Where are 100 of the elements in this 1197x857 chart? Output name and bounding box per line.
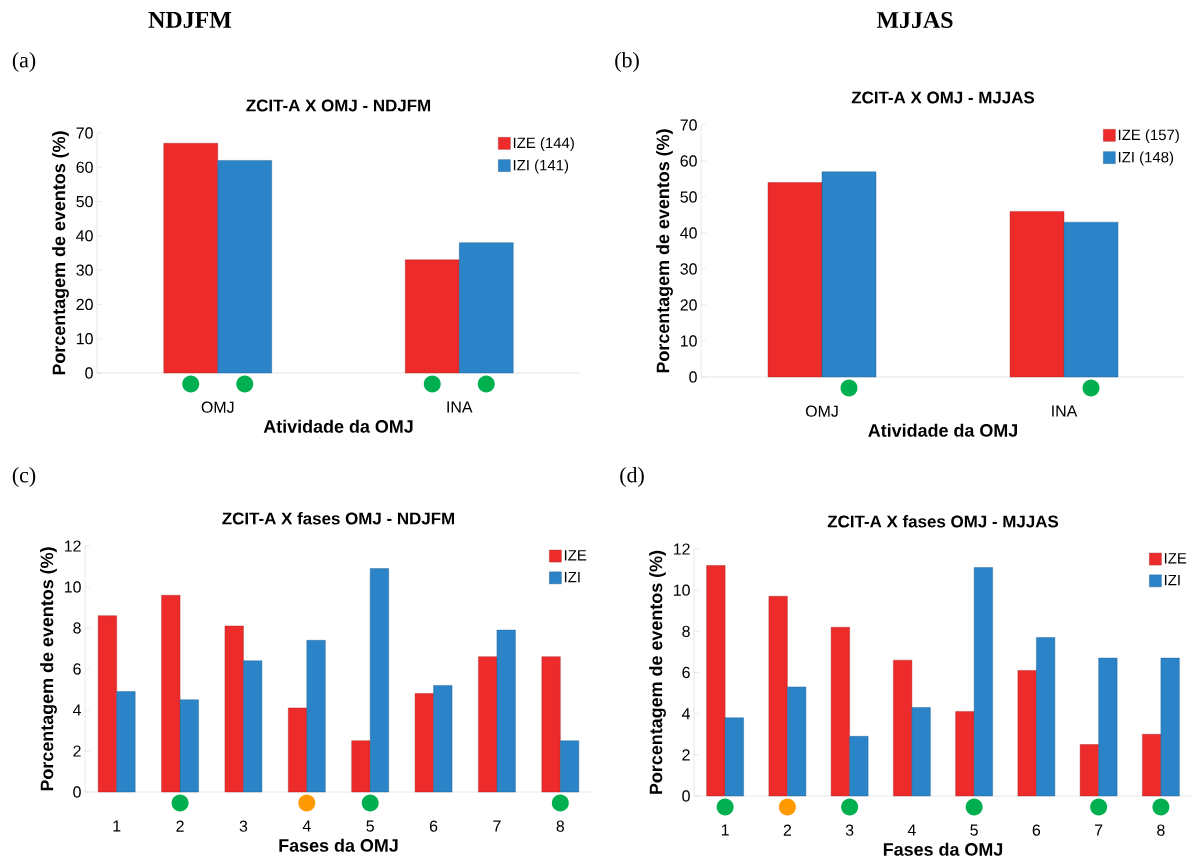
y-tick-label: 4 — [681, 708, 691, 720]
y-tick-label: 40 — [76, 230, 93, 242]
y-tick-label: 0 — [73, 786, 81, 798]
legend-label: IZI (148) — [1118, 151, 1174, 166]
y-tick-label: 12 — [673, 543, 690, 555]
y-tick-label: 50 — [76, 195, 93, 208]
y-tick-label: 10 — [76, 333, 93, 345]
y-tick-label: 70 — [680, 119, 697, 131]
y-tick-label: 20 — [76, 298, 93, 311]
x-axis-title: Fases da OMJ — [279, 838, 398, 852]
y-tick-label: 4 — [72, 704, 82, 716]
y-tick-label: 2 — [682, 749, 690, 761]
bar — [1063, 222, 1119, 378]
y-tick-label: 30 — [76, 264, 93, 276]
y-tick-label: 30 — [680, 263, 697, 275]
x-axis-title: Fases da OMJ — [883, 842, 1003, 856]
y-tick-label: 0 — [689, 371, 697, 383]
bar — [116, 691, 136, 793]
y-tick-label: 0 — [85, 367, 93, 379]
y-tick-label: 40 — [680, 227, 697, 239]
y-axis-title: Porcentagem de eventos (%) — [649, 550, 666, 794]
text: MJJAS — [876, 11, 953, 29]
legend-label: IZE — [1164, 553, 1187, 564]
bar — [821, 171, 877, 378]
text: (b) — [615, 52, 639, 72]
x-tick-label: 8 — [1157, 824, 1165, 836]
x-tick-label: 4 — [907, 824, 916, 836]
bar — [97, 615, 117, 793]
chart-title: ZCIT-A X OMJ - MJJAS — [851, 91, 1035, 104]
chart-title: ZCIT-A X OMJ - NDJFM — [246, 99, 431, 112]
x-tick-label: 5 — [970, 824, 978, 836]
text: (d) — [620, 467, 644, 487]
legend-label: IZE (157) — [1118, 129, 1179, 144]
bar — [767, 182, 823, 378]
bar — [560, 740, 580, 793]
y-tick-label: 8 — [682, 625, 690, 637]
x-tick-label: 3 — [845, 824, 854, 836]
legend-label: IZI (141) — [513, 159, 569, 174]
x-tick-label: 5 — [366, 820, 374, 832]
x-tick-label: 4 — [302, 820, 311, 832]
x-tick-label: 3 — [239, 820, 248, 832]
y-tick-label: 10 — [680, 335, 697, 347]
bar — [217, 160, 272, 374]
legend-label: IZE — [564, 550, 587, 561]
bar — [496, 629, 516, 793]
chart-title: ZCIT-A X fases OMJ - NDJFM — [222, 512, 455, 525]
x-tick-label: 7 — [493, 820, 501, 832]
y-tick-label: 6 — [682, 666, 690, 679]
x-tick-label: OMJ — [805, 405, 838, 417]
y-axis-title: Porcentagem de eventos (%) — [40, 547, 57, 791]
text: NDJFM — [148, 12, 232, 28]
y-tick-label: 0 — [682, 790, 690, 802]
legend-label: IZI — [564, 571, 580, 583]
x-axis-title: Atividade da OMJ — [263, 419, 413, 433]
text: (c) — [12, 467, 36, 487]
x-tick-label: 2 — [783, 824, 792, 836]
bar — [433, 685, 453, 793]
x-tick-label: 1 — [721, 824, 729, 836]
x-tick-label: OMJ — [201, 401, 234, 413]
bar — [478, 656, 498, 793]
x-axis-title: Atividade da OMJ — [868, 423, 1018, 437]
bar — [1079, 744, 1099, 797]
text: (a) — [12, 52, 36, 72]
y-tick-label: 2 — [73, 745, 81, 757]
y-tick-label: 60 — [76, 161, 93, 173]
bar — [163, 143, 218, 374]
x-tick-label: INA — [447, 401, 473, 413]
y-tick-label: 6 — [73, 663, 81, 675]
x-tick-label: 6 — [429, 820, 438, 832]
x-tick-label: 7 — [1095, 824, 1103, 836]
bar — [459, 242, 514, 374]
bar — [414, 693, 434, 793]
x-tick-label: 2 — [176, 820, 184, 832]
bar — [911, 707, 931, 797]
x-tick-label: 1 — [113, 820, 121, 832]
legend-label: IZI — [1164, 574, 1180, 586]
bar — [405, 259, 460, 374]
y-tick-label: 8 — [73, 622, 81, 634]
bar — [243, 660, 263, 793]
chart-title: ZCIT-A X fases OMJ - MJJAS — [827, 515, 1059, 528]
bar — [893, 659, 913, 797]
y-tick-label: 10 — [64, 581, 81, 593]
bar — [1036, 637, 1056, 797]
y-tick-label: 60 — [680, 155, 697, 167]
y-tick-label: 70 — [76, 127, 93, 139]
bar — [224, 625, 244, 793]
x-tick-label: INA — [1052, 405, 1078, 417]
bar — [1009, 211, 1065, 378]
y-tick-label: 50 — [680, 191, 697, 203]
bar — [1017, 670, 1037, 797]
x-tick-label: 8 — [556, 820, 565, 832]
y-tick-label: 20 — [680, 299, 697, 311]
bar — [830, 627, 850, 797]
legend-label: IZE (144) — [513, 137, 574, 152]
bar — [787, 686, 807, 797]
x-tick-label: 6 — [1032, 824, 1041, 836]
y-axis-title: Porcentagem de eventos (%) — [656, 129, 673, 373]
y-tick-label: 12 — [64, 540, 81, 552]
y-tick-label: 10 — [673, 584, 690, 596]
y-axis-title: Porcentagem de eventos (%) — [52, 131, 69, 375]
